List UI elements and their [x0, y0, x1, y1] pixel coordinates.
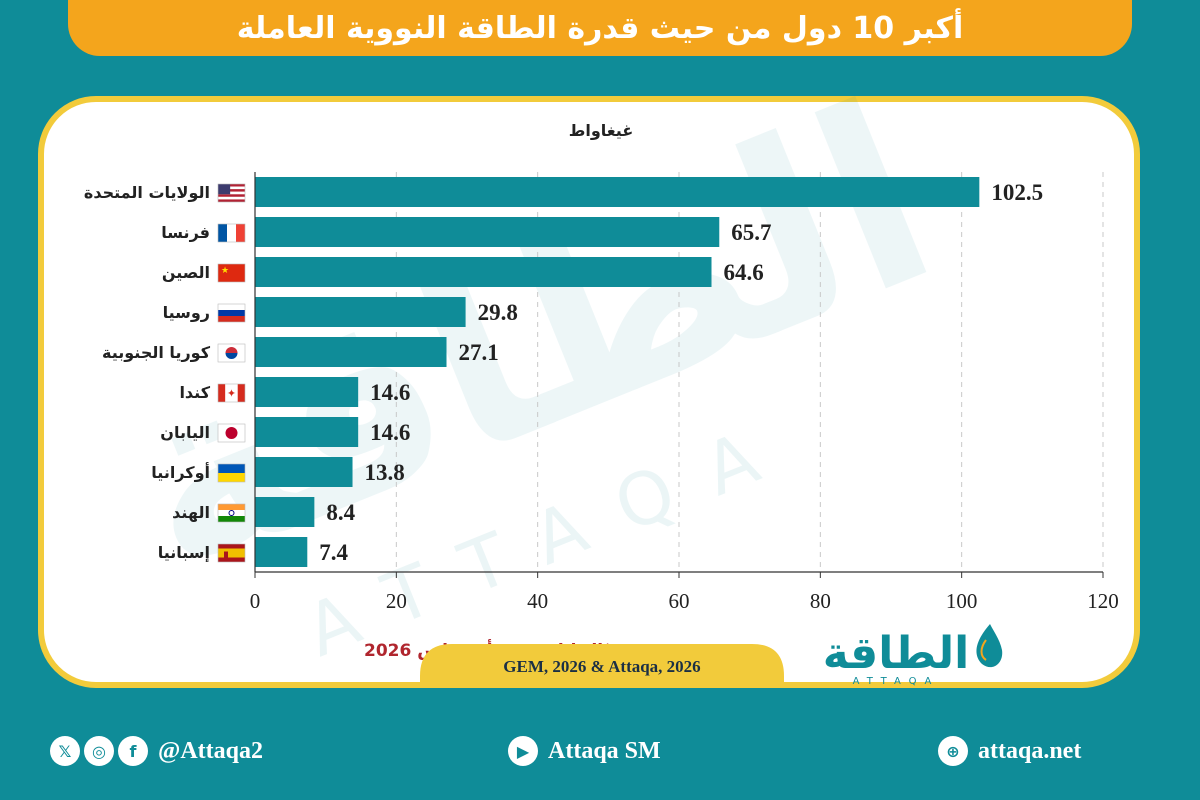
source-text: GEM, 2026 & Attaqa, 2026 — [503, 657, 700, 676]
data-label: 102.5 — [991, 180, 1043, 205]
x-tick-label: 20 — [386, 589, 407, 613]
category-label: اليابان — [160, 423, 210, 442]
globe-icon[interactable]: ⊕ — [938, 736, 968, 766]
bar — [255, 377, 359, 407]
axes: 0 20 40 60 80 100 120 غيغاواط — [250, 121, 1119, 613]
data-label: 13.8 — [365, 460, 405, 485]
bar — [255, 257, 712, 287]
facebook-icon[interactable]: f — [118, 736, 148, 766]
logo-text: الطاقة — [823, 628, 969, 679]
bar — [255, 417, 359, 447]
data-label: 7.4 — [319, 540, 348, 565]
category-label: الولايات المتحدة — [84, 183, 210, 202]
svg-text:✦: ✦ — [227, 387, 236, 400]
unit-label: غيغاواط — [569, 121, 634, 140]
x-tick-label: 80 — [810, 589, 831, 613]
flame-icon — [980, 639, 987, 661]
flag-spain-icon — [217, 543, 246, 563]
category-label: فرنسا — [161, 223, 210, 242]
bar — [255, 497, 315, 527]
flag-canada-icon: ✦ — [217, 383, 246, 403]
website-link: ⊕ attaqa.net — [938, 736, 1081, 766]
source-pill — [420, 644, 784, 684]
x-tick-label: 0 — [250, 589, 261, 613]
category-label: الهند — [172, 503, 210, 522]
x-tick-label: 60 — [669, 589, 690, 613]
youtube-link: ▶ Attaqa SM — [508, 736, 661, 766]
social-links: 𝕏 ◎ f @Attaqa2 — [50, 736, 263, 766]
category-label: إسبانيا — [158, 543, 210, 562]
flag-france-icon — [217, 223, 246, 243]
category-label: أوكرانيا — [151, 462, 210, 482]
bar — [255, 337, 447, 367]
page-title: أكبر 10 دول من حيث قدرة الطاقة النووية ا… — [236, 10, 964, 46]
category-label: الصين — [162, 263, 210, 282]
title-banner: أكبر 10 دول من حيث قدرة الطاقة النووية ا… — [68, 0, 1132, 56]
data-label: 65.7 — [731, 220, 771, 245]
flag-usa-icon — [217, 183, 246, 203]
flag-japan-icon — [217, 423, 246, 443]
bar — [255, 177, 980, 207]
x-tick-label: 120 — [1087, 589, 1119, 613]
logo-latin: ATTAQA — [853, 676, 940, 687]
bar — [255, 297, 466, 327]
bar — [255, 457, 353, 487]
flag-ukraine-icon — [217, 463, 246, 483]
data-label: 29.8 — [478, 300, 518, 325]
data-label: 64.6 — [724, 260, 764, 285]
category-label: روسيا — [163, 303, 210, 322]
data-label: 14.6 — [370, 380, 410, 405]
flag-south-korea-icon — [217, 343, 246, 363]
bars: 102.5 الولايات المتحدة 65.7 فرنسا 64.6 ★ الصين… — [84, 177, 1043, 567]
youtube-icon[interactable]: ▶ — [508, 736, 538, 766]
instagram-icon[interactable]: ◎ — [84, 736, 114, 766]
flag-russia-icon — [217, 303, 246, 323]
x-tick-label: 100 — [946, 589, 978, 613]
category-label: كوريا الجنوبية — [102, 343, 211, 362]
social-handle[interactable]: @Attaqa2 — [158, 737, 263, 764]
drop-icon — [976, 624, 1003, 668]
youtube-handle[interactable]: Attaqa SM — [548, 737, 661, 764]
flag-india-icon — [217, 503, 246, 523]
svg-text:★: ★ — [221, 266, 229, 276]
flag-china-icon: ★ — [217, 263, 246, 283]
x-twitter-icon[interactable]: 𝕏 — [50, 736, 80, 766]
category-label: كندا — [179, 383, 210, 402]
data-label: 14.6 — [370, 420, 410, 445]
bar — [255, 537, 308, 567]
footer: 𝕏 ◎ f @Attaqa2 ▶ Attaqa SM ⊕ attaqa.net — [0, 728, 1200, 788]
data-label: 8.4 — [326, 500, 355, 525]
data-label: 27.1 — [459, 340, 499, 365]
bar — [255, 217, 720, 247]
x-tick-label: 40 — [527, 589, 548, 613]
website-url[interactable]: attaqa.net — [978, 737, 1082, 764]
